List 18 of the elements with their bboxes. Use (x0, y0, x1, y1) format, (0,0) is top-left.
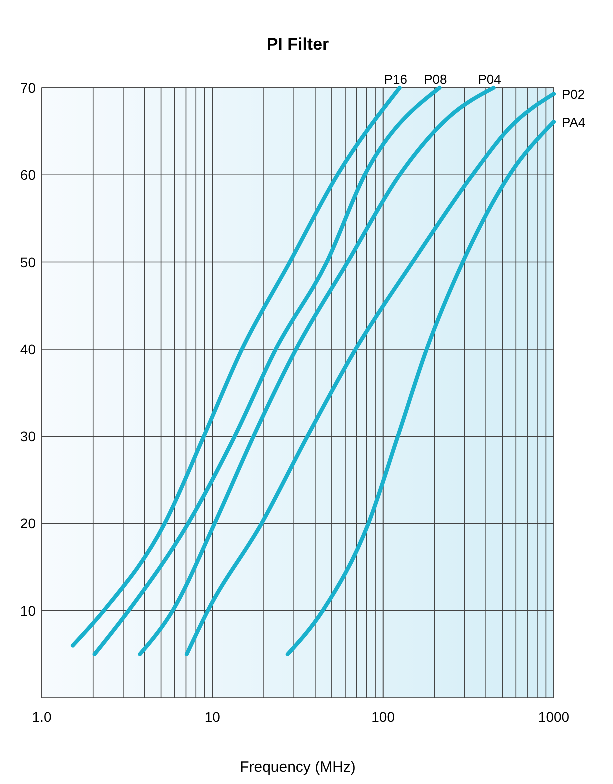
chart-title: PI Filter (266, 35, 330, 54)
series-label: P08 (424, 72, 448, 87)
series-label: PA4 (562, 114, 586, 130)
y-tick-label: 60 (20, 167, 36, 184)
y-tick-label: 40 (20, 341, 36, 358)
x-axis-title: Frequency (MHz) (240, 759, 356, 776)
series-label: P04 (478, 72, 502, 87)
series-label: P16 (384, 72, 408, 87)
x-tick-label: 1.0 (32, 709, 52, 725)
y-tick-label: 30 (20, 428, 36, 445)
y-tick-label: 50 (20, 254, 36, 270)
y-tick-label: 70 (20, 80, 36, 96)
x-tick-label: 100 (372, 709, 396, 725)
y-tick-label: 10 (20, 602, 36, 619)
x-tick-label: 10 (204, 709, 221, 725)
x-tick-label: 1000 (538, 709, 570, 725)
series-label: P02 (562, 87, 586, 102)
y-tick-label: 20 (20, 516, 36, 532)
